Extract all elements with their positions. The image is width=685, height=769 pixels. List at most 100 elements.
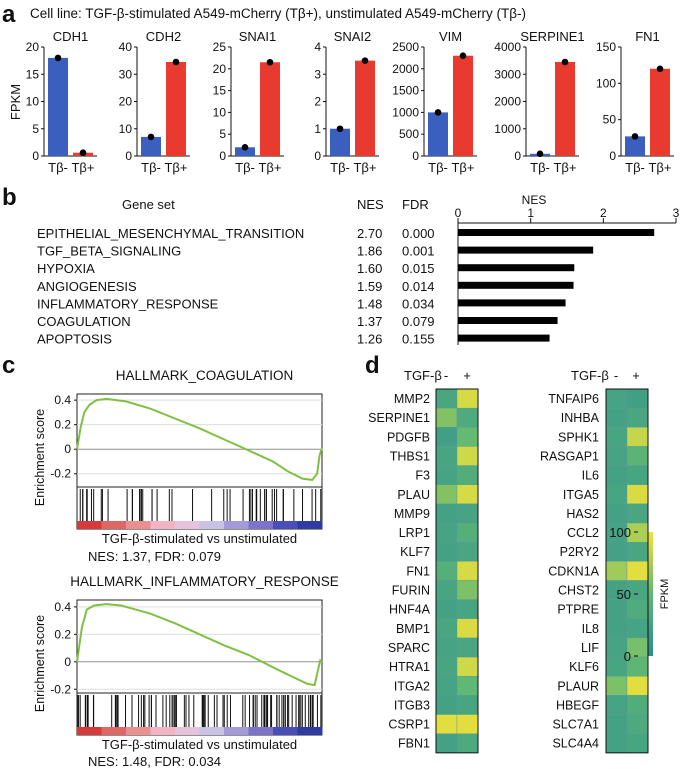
heatmap-cell (435, 427, 458, 447)
heatmap-cell (456, 580, 479, 600)
heatmap-gene-label: MMP2 (394, 392, 430, 406)
heatmap-gene-label: ITGA2 (394, 679, 430, 693)
heatmap-cell (435, 542, 458, 562)
data-point (459, 52, 467, 60)
data-point (561, 58, 569, 66)
enrichment-score-label: Enrichment score (33, 615, 47, 712)
rank-strip-segment (248, 727, 274, 735)
x-tick-label: Tβ+ (353, 160, 376, 175)
rank-strip-segment (199, 521, 225, 529)
x-tick-label: Tβ+ (258, 160, 281, 175)
heatmap-cell (456, 561, 479, 581)
heatmap-cell (605, 561, 628, 581)
x-tick-label: Tβ- (141, 160, 161, 175)
y-tick-label: 10 (213, 105, 227, 119)
rank-strip-segment (150, 521, 176, 529)
heatmap-frame (435, 388, 479, 754)
rank-strip-segment (273, 521, 298, 529)
rank-strip-segment (248, 521, 274, 529)
heatmap-gene-label: P2RY2 (560, 545, 599, 559)
heatmap-cell (605, 542, 628, 562)
nes-value: 1.48 (357, 296, 382, 311)
heatmap-cell (456, 656, 479, 677)
heatmap-cell (456, 446, 479, 466)
gene-title: CDH2 (146, 29, 181, 44)
x-tick-label: Tβ- (330, 160, 350, 175)
gene-set-name: COAGULATION (37, 314, 131, 329)
heatmap-cell (456, 465, 479, 485)
colorbar-tick-label: 50 (617, 587, 631, 602)
x-tick-label: Tβ+ (164, 160, 187, 175)
heatmap-gene-label: CHST2 (558, 584, 599, 598)
heatmap-gene-label: SPHK1 (558, 430, 599, 444)
heatmap-gene-label: KLF6 (569, 660, 599, 674)
y-tick-label: 1000 (494, 122, 521, 136)
nes-value: 1.59 (357, 279, 382, 294)
y-tick-label: 0 (514, 149, 521, 163)
bar (453, 55, 473, 156)
data-point (79, 149, 87, 157)
gene-set-header: Gene set (122, 197, 175, 212)
gsea-frame (76, 393, 323, 530)
data-point (631, 133, 639, 140)
x-tick-label: Tβ- (48, 160, 68, 175)
heatmap-cell (435, 695, 458, 715)
data-point (536, 150, 544, 158)
heatmap-gene-label: PDGFB (387, 430, 430, 444)
y-tick-label: 10 (119, 122, 133, 136)
rank-strip-segment (273, 727, 298, 735)
fdr-value: 0.155 (402, 332, 435, 347)
nes-tick-label: 3 (673, 206, 680, 220)
heatmap-cell (626, 388, 649, 409)
plus-label-right: + (632, 368, 640, 383)
data-point (172, 58, 180, 66)
y-tick-label: 2000 (494, 95, 521, 109)
panel-d-label: d (365, 352, 380, 379)
y-tick-label: 100 (596, 76, 616, 90)
heatmap-cell (626, 618, 649, 639)
heatmap-cell (435, 656, 458, 677)
heatmap-cell (435, 714, 458, 734)
plus-label-left: + (463, 368, 471, 383)
y-tick-label: 25 (213, 40, 227, 54)
es-tick-label: -0.2 (50, 467, 71, 481)
heatmap-cell (435, 407, 458, 428)
nes-axis-title: NES (522, 193, 547, 207)
nes-bar (458, 246, 594, 254)
y-tick-label: 15 (26, 67, 40, 81)
tgf-label-right: TGF-β (571, 368, 609, 383)
y-tick-label: 4 (314, 40, 321, 54)
x-tick-label: Tβ+ (451, 160, 474, 175)
nes-value: 2.70 (357, 226, 382, 241)
gene-set-name: EPITHELIAL_MESENCHYMAL_TRANSITION (37, 226, 304, 241)
gene-title: SERPINE1 (520, 29, 584, 44)
bar (625, 136, 645, 156)
panel-c-label: c (2, 352, 15, 379)
heatmap-gene-label: RASGAP1 (540, 449, 599, 463)
fdr-value: 0.001 (402, 244, 435, 259)
x-tick-label: Tβ+ (71, 160, 94, 175)
heatmap-cell (605, 695, 628, 715)
heatmap-cell (626, 714, 649, 734)
y-tick-label: 2000 (392, 62, 419, 76)
es-tick-label: 0.4 (54, 600, 71, 614)
y-tick-label: 5 (219, 127, 226, 141)
heatmap-gene-label: LIF (581, 641, 599, 655)
gene-set-name: HYPOXIA (37, 261, 95, 276)
y-tick-label: 0 (609, 149, 616, 163)
gsea-title: HALLMARK_INFLAMMATORY_RESPONSE (70, 574, 339, 589)
rank-strip-segment (77, 521, 102, 529)
heatmap-cell (626, 542, 649, 562)
bar (650, 68, 670, 156)
panel-c-gsea-plots: HALLMARK_COAGULATION Enrichment score 0.4 0… (33, 368, 339, 769)
rank-strip-segment (297, 521, 323, 529)
heatmap-gene-label: PLAUR (557, 679, 599, 693)
fdr-value: 0.034 (402, 296, 435, 311)
y-tick-label: 4000 (494, 40, 521, 54)
y-tick-label: 0 (412, 149, 419, 163)
heatmap-gene-label: CCL2 (567, 526, 599, 540)
fdr-value: 0.015 (402, 261, 435, 276)
heatmap-cell (456, 695, 479, 715)
gene-title: VIM (439, 29, 462, 44)
heatmap-cell (626, 599, 649, 620)
